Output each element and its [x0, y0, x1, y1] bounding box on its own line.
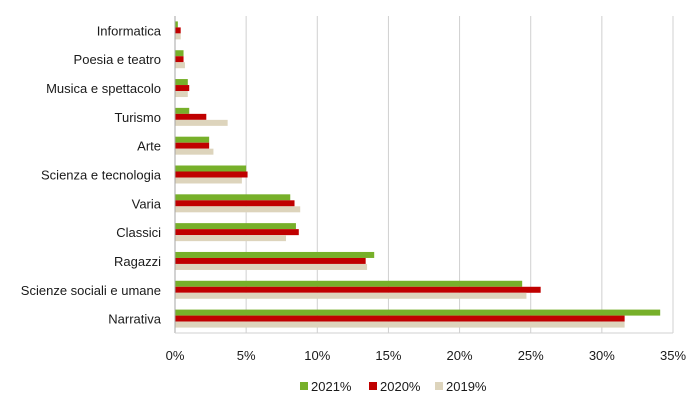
category-label: Musica e spettacolo: [46, 81, 161, 96]
bar: [175, 136, 210, 143]
bar: [175, 235, 286, 242]
bar: [175, 21, 178, 28]
x-tick-label: 30%: [589, 348, 615, 363]
axes: [174, 16, 673, 334]
legend-swatch: [369, 382, 377, 390]
category-label: Narrativa: [108, 312, 162, 327]
x-tick-label: 0%: [166, 348, 185, 363]
bar: [175, 286, 541, 293]
bar: [175, 107, 190, 114]
category-label: Arte: [137, 139, 161, 154]
bar: [175, 200, 295, 207]
bar: [175, 251, 375, 258]
bar: [175, 50, 184, 57]
bar: [175, 263, 368, 270]
legend-label: 2020%: [380, 379, 421, 394]
bar: [175, 119, 228, 126]
bar: [175, 27, 181, 34]
category-label: Classici: [116, 225, 161, 240]
bar: [175, 257, 366, 264]
bar: [175, 56, 184, 63]
legend-label: 2021%: [311, 379, 352, 394]
bars: [175, 21, 661, 328]
bar: [175, 91, 188, 98]
bar: [175, 148, 214, 155]
category-label: Ragazzi: [114, 254, 161, 269]
legend-swatch: [435, 382, 443, 390]
bar: [175, 62, 185, 69]
gridlines: [245, 16, 674, 333]
legend-label: 2019%: [446, 379, 487, 394]
bar: [175, 292, 527, 299]
bar: [175, 142, 210, 149]
bar: [175, 165, 247, 172]
bar: [175, 171, 248, 178]
bar: [175, 177, 242, 184]
bar: [175, 280, 523, 287]
category-label: Scienza e tecnologia: [41, 168, 162, 183]
category-label: Scienze sociali e umane: [21, 283, 161, 298]
legend: 2021% 2020% 2019%: [300, 379, 487, 394]
bar: [175, 315, 625, 322]
category-label: Informatica: [97, 23, 162, 38]
x-tick-labels: 0% 5% 10% 15% 20% 25% 30% 35%: [166, 348, 687, 363]
x-tick-label: 10%: [304, 348, 330, 363]
category-label: Turismo: [115, 110, 161, 125]
bar: [175, 113, 207, 120]
bar: [175, 223, 296, 230]
x-tick-label: 35%: [660, 348, 686, 363]
bar: [175, 79, 188, 86]
x-tick-label: 20%: [447, 348, 473, 363]
bar: [175, 309, 661, 316]
bar: [175, 33, 181, 40]
bar: [175, 229, 299, 236]
category-label: Varia: [132, 196, 162, 211]
bar: [175, 194, 291, 201]
x-tick-label: 15%: [375, 348, 401, 363]
bar: [175, 321, 625, 328]
bar: [175, 85, 190, 92]
x-tick-label: 25%: [518, 348, 544, 363]
category-label: Poesia e teatro: [74, 52, 161, 67]
category-labels: Informatica Poesia e teatro Musica e spett…: [21, 23, 162, 326]
legend-swatch: [300, 382, 308, 390]
x-tick-label: 5%: [237, 348, 256, 363]
bar: [175, 206, 301, 213]
